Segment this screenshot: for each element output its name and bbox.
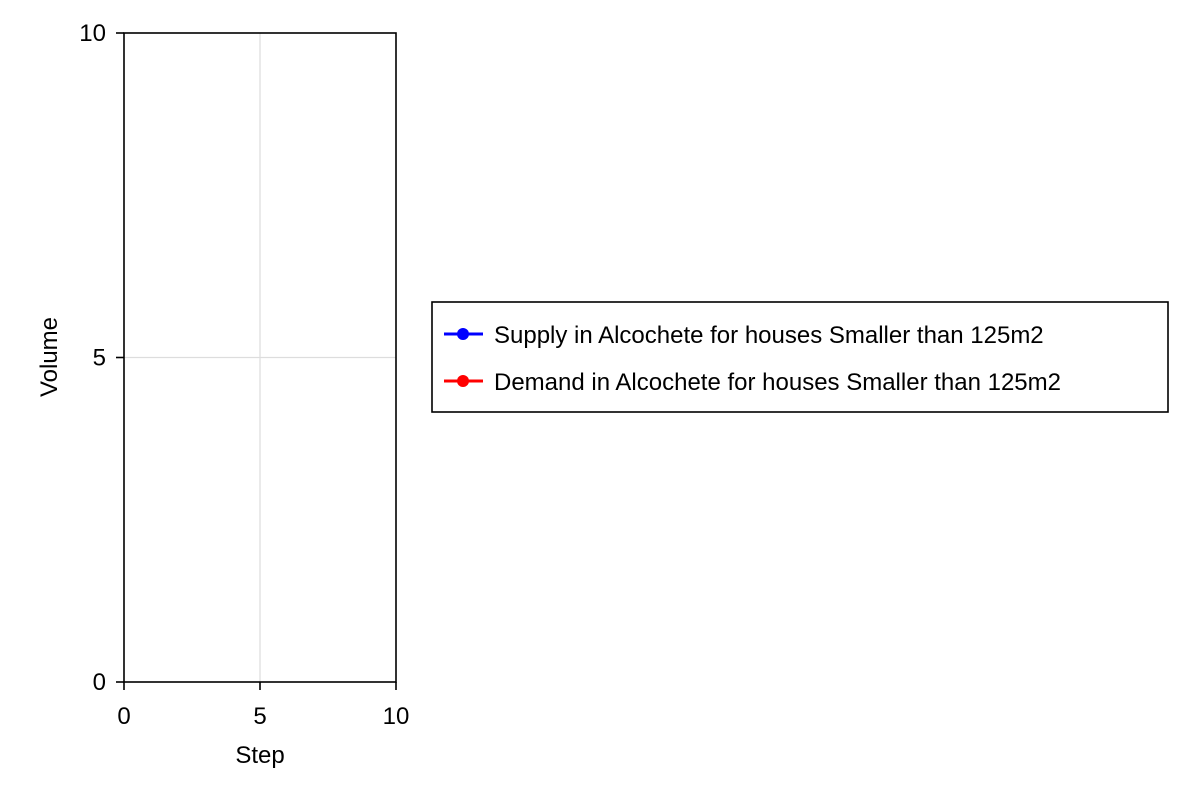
- x-tick-label: 10: [383, 703, 410, 730]
- legend-label-demand: Demand in Alcochete for houses Smaller t…: [494, 369, 1061, 396]
- axis-ticks: 0 5 10 0 5 10: [79, 20, 409, 730]
- y-tick-label: 0: [93, 669, 106, 696]
- legend-entry-demand: Demand in Alcochete for houses Smaller t…: [444, 369, 1061, 396]
- legend-label-supply: Supply in Alcochete for houses Smaller t…: [494, 322, 1044, 349]
- legend: Supply in Alcochete for houses Smaller t…: [431, 301, 1169, 413]
- x-tick-label: 5: [253, 703, 266, 730]
- legend-box: [431, 301, 1169, 413]
- y-axis-label: Volume: [36, 317, 63, 397]
- legend-marker-demand: [457, 375, 469, 387]
- x-axis-label: Step: [235, 742, 284, 769]
- x-tick-label: 0: [117, 703, 130, 730]
- legend-entry-supply: Supply in Alcochete for houses Smaller t…: [444, 322, 1044, 349]
- y-tick-label: 5: [93, 345, 106, 372]
- y-tick-label: 10: [79, 20, 106, 47]
- grid-lines: [124, 33, 396, 682]
- legend-marker-supply: [457, 328, 469, 340]
